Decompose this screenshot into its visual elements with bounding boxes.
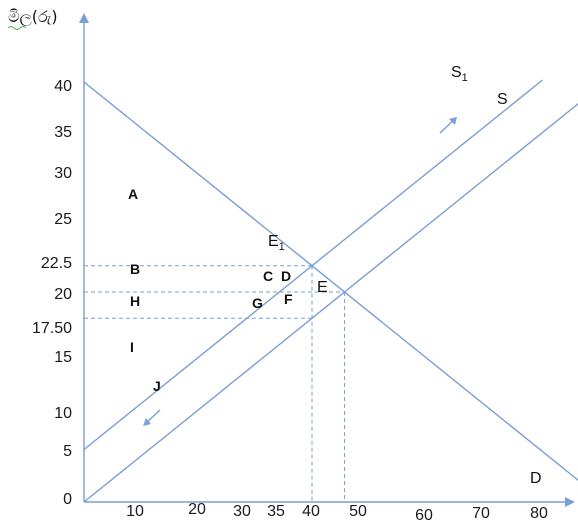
region-label-j: J <box>153 378 161 394</box>
x-tick-label: 20 <box>188 501 206 518</box>
y-tick-labels: 0 5 10 15 17.50 20 22.5 25 30 35 40 <box>32 78 72 508</box>
region-label-i: I <box>130 339 134 355</box>
region-label-a: A <box>128 186 138 202</box>
y-tick-label: 40 <box>54 78 72 95</box>
x-tick-label: 35 <box>267 503 285 520</box>
shift-arrow-lower <box>143 409 161 426</box>
x-tick-labels: 10 20 30 35 40 50 60 70 80 <box>126 501 548 524</box>
y-tick-label: 20 <box>54 286 72 303</box>
region-label-c: C <box>263 268 273 284</box>
y-tick-label: 30 <box>54 165 72 182</box>
curve-label-s1: S1 <box>451 64 468 84</box>
point-label-e: E <box>317 279 328 296</box>
y-tick-label: 25 <box>54 211 72 228</box>
region-label-g: G <box>252 295 263 311</box>
curve-label-s: S <box>497 91 508 108</box>
y-tick-label: 22.5 <box>41 255 72 272</box>
point-label-e1: E1 <box>268 233 285 253</box>
curve-label-d: D <box>530 470 542 487</box>
x-tick-label: 80 <box>530 505 548 522</box>
x-tick-label: 70 <box>472 505 490 522</box>
region-label-h: H <box>130 293 140 309</box>
curve-s <box>83 102 578 503</box>
x-tick-label: 30 <box>233 503 251 520</box>
y-tick-label: 10 <box>54 405 72 422</box>
x-tick-label: 40 <box>302 503 320 520</box>
x-tick-label: 10 <box>126 503 144 520</box>
x-tick-label: 60 <box>415 507 433 524</box>
x-tick-label: 50 <box>349 503 367 520</box>
region-label-b: B <box>130 261 140 277</box>
reference-lines <box>84 265 346 502</box>
y-tick-label: 17.50 <box>32 320 72 337</box>
y-tick-label: 0 <box>63 491 72 508</box>
y-tick-label: 5 <box>63 443 72 460</box>
region-label-f: F <box>284 291 293 307</box>
y-tick-label: 35 <box>54 124 72 141</box>
curves <box>83 79 578 503</box>
y-axis-label: මිල(රු) <box>8 7 58 27</box>
curve-s1 <box>83 79 543 451</box>
region-label-d: D <box>281 268 291 284</box>
y-tick-label: 15 <box>54 349 72 366</box>
shift-arrow-upper <box>439 117 457 134</box>
y-axis-label-underline <box>7 26 27 30</box>
